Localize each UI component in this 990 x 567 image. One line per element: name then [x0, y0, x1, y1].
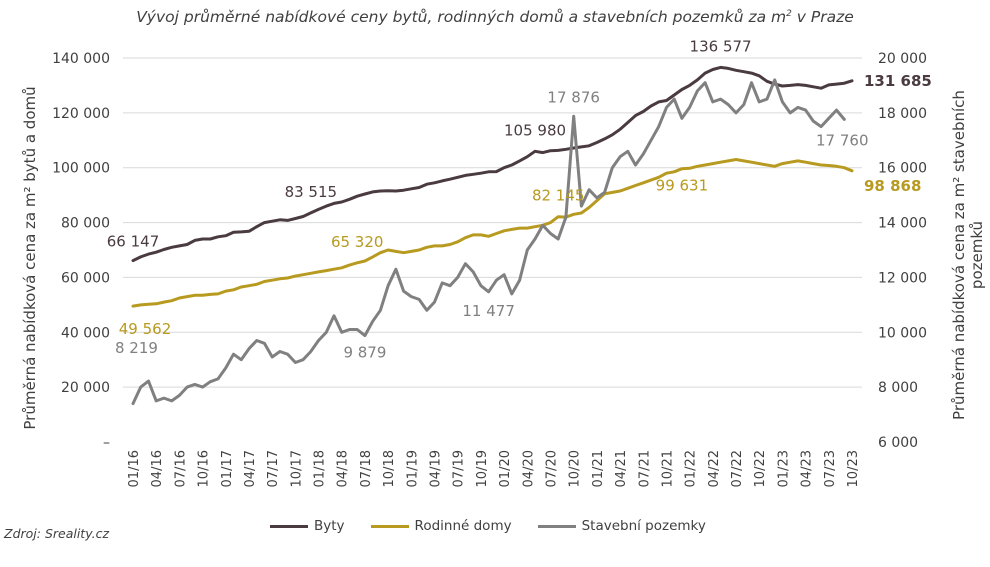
y-tick-label-right: 10 000	[878, 325, 927, 341]
x-tick-label: 07/21	[637, 450, 652, 487]
y-tick-label-right: 20 000	[878, 51, 927, 67]
data-label: 83 515	[285, 183, 338, 201]
x-tick-label: 01/21	[591, 450, 606, 487]
y-tick-label-left: 100 000	[52, 161, 110, 177]
x-tick-label: 07/18	[359, 450, 374, 487]
legend-swatch-byty	[270, 524, 308, 528]
legend-item-domy: Rodinné domy	[370, 518, 512, 534]
x-tick-label: 04/17	[243, 450, 258, 487]
series-line-byty	[131, 65, 854, 263]
x-tick-label: 01/19	[405, 450, 420, 487]
chart-title-sup: 2	[786, 8, 792, 19]
data-label: 17 760	[816, 131, 869, 149]
x-tick-label: 04/22	[707, 450, 722, 487]
x-tick-label: 01/16	[127, 450, 142, 487]
y-tick-label-left: 60 000	[61, 270, 110, 286]
x-tick-label: 01/23	[776, 450, 791, 487]
y-tick-label-left: 80 000	[61, 216, 110, 232]
legend-swatch-pozemky	[537, 524, 576, 528]
x-tick-label: 07/17	[266, 450, 281, 487]
x-tick-label: 04/19	[429, 450, 444, 487]
x-tick-label: 10/16	[197, 450, 212, 487]
y-tick-label-left: 40 000	[61, 325, 110, 341]
data-label: 66 147	[107, 233, 160, 251]
x-tick-label: 07/20	[544, 450, 559, 487]
x-tick-label: 10/21	[660, 450, 675, 487]
legend-swatch-domy	[370, 524, 409, 528]
data-label: 9 879	[343, 344, 386, 362]
legend-label-pozemky: Stavební pozemky	[581, 518, 706, 534]
legend-label-domy: Rodinné domy	[414, 518, 512, 534]
legend-item-pozemky: Stavební pozemky	[537, 518, 706, 534]
data-label: 82 145	[532, 187, 585, 205]
data-label: 49 562	[119, 320, 172, 338]
x-tick-label: 07/19	[452, 450, 467, 487]
x-tick-label: 04/21	[614, 450, 629, 487]
y-tick-label-left: 20 000	[61, 380, 110, 396]
x-tick-label: 01/18	[313, 450, 328, 487]
x-tick-label: 10/19	[475, 450, 490, 487]
x-tick-label: 10/20	[568, 450, 583, 487]
series-line-stavební-pozemky	[131, 78, 846, 406]
y-axis-left-label: Průměrná nabídková cena za m² bytů a dom…	[21, 86, 39, 430]
data-label: 98 868	[864, 177, 921, 195]
x-tick-label: 01/22	[684, 450, 699, 487]
x-tick-label: 10/17	[289, 450, 304, 487]
y-tick-label-right: 18 000	[878, 106, 927, 122]
data-label: 11 477	[462, 302, 515, 320]
data-label: 8 219	[115, 339, 158, 357]
y-tick-label-right: 8 000	[878, 380, 918, 396]
x-tick-label: 07/22	[730, 450, 745, 487]
y-tick-label-left: 140 000	[52, 51, 110, 67]
data-label: 99 631	[656, 177, 709, 195]
x-tick-label: 10/18	[382, 450, 397, 487]
x-tick-label: 10/22	[753, 450, 768, 487]
y-axis-right-label: Průměrná nabídková cena za m² stavebních…	[950, 90, 986, 420]
chart-title-main: Vývoj průměrné nabídkové ceny bytů, rodi…	[136, 8, 787, 26]
chart-title-tail: v Praze	[791, 8, 854, 26]
data-label: 105 980	[504, 121, 566, 139]
chart-title: Vývoj průměrné nabídkové ceny bytů, rodi…	[0, 8, 990, 26]
legend-item-byty: Byty	[270, 518, 345, 534]
y-tick-label-right: 14 000	[878, 216, 927, 232]
data-label: 131 685	[864, 72, 932, 90]
chart-legend: Byty Rodinné domy Stavební pozemky	[270, 516, 732, 536]
x-tick-label: 07/16	[173, 450, 188, 487]
x-tick-label: 04/20	[521, 450, 536, 487]
x-tick-label: 07/23	[823, 450, 838, 487]
data-label: 17 876	[547, 88, 600, 106]
x-tick-label: 04/16	[150, 450, 165, 487]
series-line-rodinné-domy	[131, 158, 854, 308]
x-tick-label: 04/18	[336, 450, 351, 487]
x-tick-label: 01/20	[498, 450, 513, 487]
y-tick-label-left: 120 000	[52, 106, 110, 122]
y-tick-label-right: 6 000	[878, 435, 918, 451]
y-tick-label-right: 16 000	[878, 161, 927, 177]
y-tick-label-right: 12 000	[878, 270, 927, 286]
legend-label-byty: Byty	[314, 518, 345, 534]
x-tick-label: 04/23	[800, 450, 815, 487]
x-tick-label: 01/17	[220, 450, 235, 487]
x-tick-label: 10/23	[846, 450, 861, 487]
data-label: 136 577	[690, 37, 752, 55]
y-tick-label-left: –	[103, 435, 110, 451]
source-note: Zdroj: Sreality.cz	[4, 526, 110, 541]
data-label: 65 320	[331, 233, 384, 251]
